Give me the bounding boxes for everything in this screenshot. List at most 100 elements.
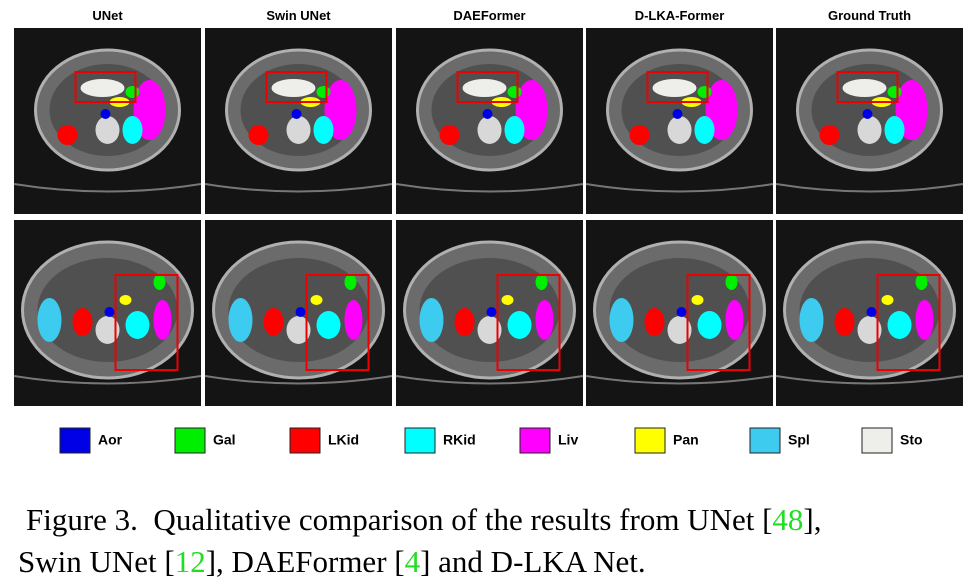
citation: 4 bbox=[405, 544, 421, 579]
ct-slice bbox=[204, 220, 393, 406]
aor bbox=[482, 109, 493, 119]
caption-text: ], DAEFormer [ bbox=[206, 544, 405, 579]
rkid bbox=[507, 311, 532, 339]
table bbox=[395, 183, 584, 193]
spl bbox=[37, 298, 62, 342]
legend-label: Liv bbox=[558, 432, 578, 448]
highlight-box bbox=[496, 274, 561, 371]
aor bbox=[486, 307, 497, 317]
spine bbox=[667, 316, 692, 344]
column-header: DAEFormer bbox=[453, 8, 525, 23]
gal bbox=[125, 86, 140, 98]
ct-slice bbox=[585, 220, 774, 406]
gal bbox=[887, 86, 902, 98]
gal bbox=[535, 274, 548, 290]
pan bbox=[501, 295, 514, 305]
pan bbox=[691, 295, 704, 305]
spine bbox=[286, 316, 311, 344]
pan bbox=[881, 295, 894, 305]
table bbox=[13, 375, 202, 385]
gal bbox=[153, 274, 166, 290]
aor bbox=[862, 109, 873, 119]
spine bbox=[857, 116, 882, 144]
legend-swatch bbox=[404, 427, 436, 454]
lkid bbox=[644, 308, 665, 336]
liv bbox=[153, 300, 172, 340]
aor bbox=[291, 109, 302, 119]
lkid bbox=[72, 308, 93, 336]
rkid bbox=[697, 311, 722, 339]
lkid bbox=[248, 125, 269, 145]
sto bbox=[842, 79, 887, 97]
ct-slice bbox=[13, 28, 202, 214]
lkid bbox=[819, 125, 840, 145]
spine bbox=[857, 316, 882, 344]
gal bbox=[316, 86, 331, 98]
legend-label: RKid bbox=[443, 432, 476, 448]
gal bbox=[344, 274, 357, 290]
legend-swatch bbox=[174, 427, 206, 454]
column-header: D-LKA-Former bbox=[635, 8, 725, 23]
sto bbox=[462, 79, 507, 97]
legend-swatch bbox=[749, 427, 781, 454]
rkid bbox=[316, 311, 341, 339]
highlight-box bbox=[686, 274, 751, 371]
legend-swatch bbox=[634, 427, 666, 454]
spine bbox=[667, 116, 692, 144]
highlight-box bbox=[114, 274, 179, 371]
legend-swatch bbox=[289, 427, 321, 454]
spl bbox=[609, 298, 634, 342]
aor bbox=[866, 307, 877, 317]
highlight-box bbox=[456, 71, 519, 103]
spine bbox=[477, 316, 502, 344]
rkid bbox=[122, 116, 143, 144]
liv bbox=[725, 300, 744, 340]
table bbox=[204, 183, 393, 193]
legend-label: Gal bbox=[213, 432, 236, 448]
citation: 12 bbox=[175, 544, 206, 579]
gal bbox=[915, 274, 928, 290]
legend-label: Aor bbox=[98, 432, 123, 448]
ct-slice bbox=[13, 220, 202, 406]
aor bbox=[676, 307, 687, 317]
highlight-box bbox=[836, 71, 899, 103]
lkid bbox=[629, 125, 650, 145]
highlight-box bbox=[265, 71, 328, 103]
caption-line: Figure 3. Qualitative comparison of the … bbox=[26, 502, 822, 537]
liv bbox=[915, 300, 934, 340]
spl bbox=[799, 298, 824, 342]
rkid bbox=[504, 116, 525, 144]
highlight-box bbox=[646, 71, 709, 103]
legend-label: Sto bbox=[900, 432, 923, 448]
caption-text: ], bbox=[803, 502, 821, 537]
legend-swatch bbox=[861, 427, 893, 454]
rkid bbox=[887, 311, 912, 339]
legend-label: Spl bbox=[788, 432, 810, 448]
aor bbox=[672, 109, 683, 119]
sto bbox=[271, 79, 316, 97]
lkid bbox=[439, 125, 460, 145]
spine bbox=[286, 116, 311, 144]
table bbox=[585, 183, 774, 193]
gal bbox=[725, 274, 738, 290]
sto bbox=[652, 79, 697, 97]
column-header: Ground Truth bbox=[828, 8, 911, 23]
legend-swatch bbox=[59, 427, 91, 454]
table bbox=[585, 375, 774, 385]
aor bbox=[100, 109, 111, 119]
caption-text: ] and D-LKA Net. bbox=[420, 544, 646, 579]
ct-slice bbox=[585, 28, 774, 214]
ct-slice bbox=[204, 28, 393, 214]
table bbox=[775, 375, 964, 385]
sto bbox=[80, 79, 125, 97]
table bbox=[395, 375, 584, 385]
caption-line: Swin UNet [12], DAEFormer [4] and D-LKA … bbox=[18, 544, 646, 579]
spine bbox=[95, 316, 120, 344]
pan bbox=[119, 295, 132, 305]
highlight-box bbox=[74, 71, 137, 103]
rkid bbox=[313, 116, 334, 144]
legend-swatch bbox=[519, 427, 551, 454]
aor bbox=[104, 307, 115, 317]
caption-text: Swin UNet [ bbox=[18, 544, 175, 579]
